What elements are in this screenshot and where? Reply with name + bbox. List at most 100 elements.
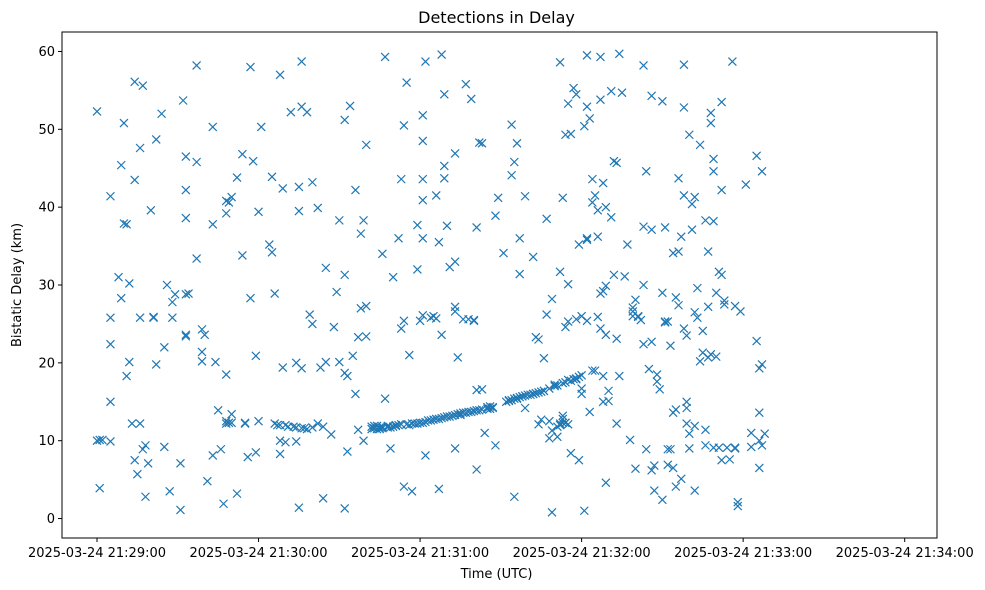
detection-marker <box>539 386 549 396</box>
detection-marker <box>536 415 546 425</box>
detection-marker <box>655 384 665 394</box>
detection-marker <box>329 322 339 332</box>
detection-marker <box>243 452 253 462</box>
detection-marker <box>617 88 627 98</box>
detection-marker <box>361 331 371 341</box>
detection-marker <box>221 416 231 426</box>
detection-marker <box>246 293 255 303</box>
detection-marker <box>426 416 436 425</box>
detection-marker <box>313 419 323 428</box>
detection-marker <box>682 403 692 413</box>
detection-marker <box>515 392 525 402</box>
detection-marker <box>752 151 762 161</box>
detection-marker <box>208 122 218 132</box>
detection-marker <box>682 419 692 428</box>
detection-marker <box>485 404 495 414</box>
detection-marker <box>577 370 587 380</box>
detection-marker <box>542 310 552 320</box>
detection-marker <box>652 370 662 379</box>
detection-marker <box>216 444 226 454</box>
detection-marker <box>612 158 622 168</box>
detection-marker <box>251 447 261 457</box>
detection-marker <box>733 497 743 507</box>
detection-marker <box>375 423 385 432</box>
detection-marker <box>256 122 266 132</box>
detection-marker <box>149 313 158 323</box>
detection-marker <box>95 435 105 445</box>
detection-marker <box>676 474 686 484</box>
detection-marker <box>431 191 441 200</box>
detection-marker <box>711 288 721 298</box>
detection-marker <box>582 102 592 112</box>
detection-marker <box>552 432 562 442</box>
detection-marker <box>421 417 430 427</box>
y-tick-label: 60 <box>38 45 55 60</box>
detection-marker <box>706 349 716 359</box>
detection-marker <box>604 396 613 406</box>
detection-marker <box>491 440 500 450</box>
detection-marker <box>106 339 115 349</box>
detection-marker <box>302 107 312 117</box>
detection-marker <box>219 499 228 509</box>
detection-marker <box>552 380 562 390</box>
detection-marker <box>472 465 482 474</box>
detection-marker <box>566 129 576 139</box>
detection-marker <box>509 394 519 404</box>
detection-marker <box>418 310 428 320</box>
detection-marker <box>550 380 560 390</box>
detection-marker <box>692 313 702 323</box>
detection-marker <box>127 419 137 428</box>
detection-marker <box>730 443 740 453</box>
detection-marker <box>701 440 710 450</box>
detection-marker <box>197 347 207 357</box>
detection-marker <box>353 332 363 342</box>
detection-marker <box>674 173 683 183</box>
detection-marker <box>754 463 764 473</box>
detection-marker <box>181 331 191 341</box>
detection-marker <box>711 352 721 362</box>
x-tick-label: 2025-03-24 21:32:00 <box>513 546 651 561</box>
detection-marker <box>563 99 573 109</box>
detection-marker <box>332 287 342 297</box>
detection-marker <box>534 388 543 397</box>
detection-marker <box>472 222 482 232</box>
detection-marker <box>92 106 102 116</box>
detection-marker <box>122 219 132 229</box>
detection-marker <box>555 267 565 277</box>
detection-marker <box>213 405 223 415</box>
detection-marker <box>95 483 105 493</box>
detection-marker <box>682 331 692 341</box>
detection-marker <box>289 422 298 432</box>
detection-marker <box>275 436 285 446</box>
detection-marker <box>418 233 428 243</box>
detection-marker <box>485 402 495 411</box>
detection-marker <box>388 272 398 282</box>
detection-marker <box>566 376 576 386</box>
detection-marker <box>690 486 700 495</box>
detection-marker <box>197 356 207 366</box>
detection-marker <box>741 180 751 190</box>
detection-marker <box>351 389 360 399</box>
detection-marker <box>237 250 247 260</box>
detection-marker <box>590 191 600 200</box>
detection-marker <box>439 89 449 99</box>
detection-marker <box>297 363 307 373</box>
detection-marker <box>402 78 412 88</box>
detection-marker <box>421 451 430 460</box>
detection-marker <box>434 414 444 424</box>
detection-marker <box>601 281 611 291</box>
detection-marker <box>453 352 463 362</box>
detection-marker <box>641 444 651 454</box>
detection-marker <box>181 185 191 195</box>
detection-marker <box>227 192 237 202</box>
detection-marker <box>639 61 648 70</box>
detection-marker <box>717 455 727 465</box>
detection-marker <box>466 407 476 417</box>
detection-marker <box>248 156 258 166</box>
detection-marker <box>447 411 457 421</box>
detection-marker <box>652 377 662 386</box>
detection-marker <box>418 174 428 184</box>
detection-marker <box>563 317 573 327</box>
detection-marker <box>587 366 597 376</box>
